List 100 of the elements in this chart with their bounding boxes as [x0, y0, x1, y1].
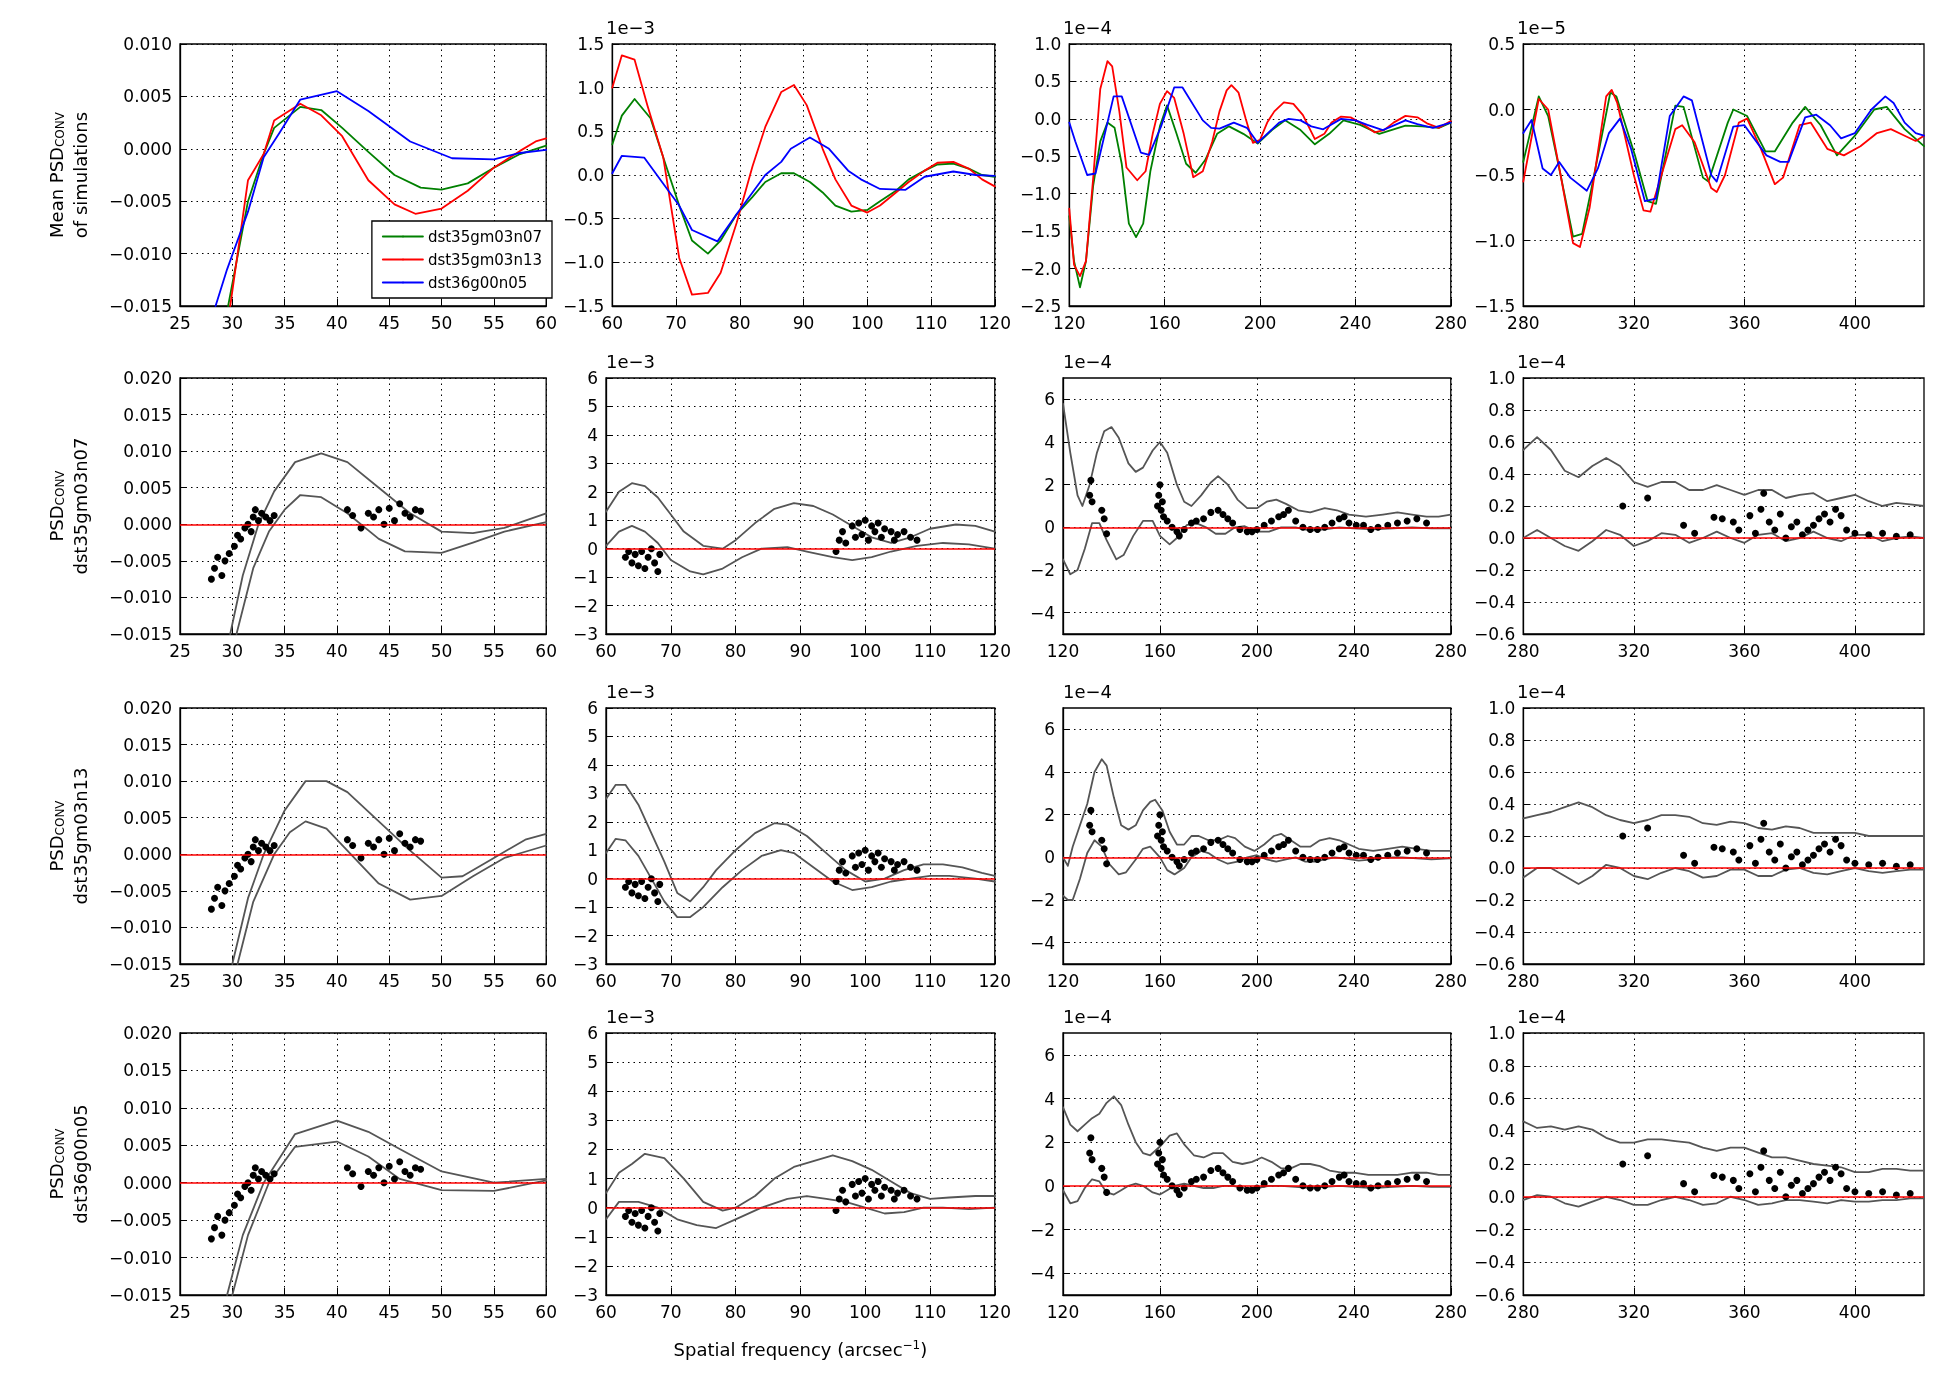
- x-tick-label: 70: [659, 970, 682, 991]
- y-tick-label: 0.6: [1488, 432, 1516, 452]
- x-tick-label: 240: [1339, 312, 1372, 333]
- x-tick-label: 60: [535, 1301, 557, 1322]
- y-tick-label: 3: [587, 1110, 598, 1131]
- y-tick-label: 0.010: [123, 441, 172, 462]
- x-tick-label: 120: [978, 640, 1011, 661]
- x-tick-label: 110: [913, 640, 947, 661]
- x-tick-label: 100: [848, 640, 882, 661]
- x-tick-label: 320: [1617, 1301, 1651, 1322]
- y-tick-label: 1: [587, 1168, 598, 1189]
- x-tick-label: 60: [595, 1301, 617, 1322]
- y-tick-label: −0.005: [109, 191, 172, 212]
- y-tick-label: 6: [587, 368, 598, 388]
- y-tick-label: 0: [587, 1197, 598, 1218]
- y-tick-label: 1.0: [1488, 1023, 1516, 1043]
- x-tick-label: 55: [483, 1301, 505, 1322]
- y-tick-label: 0.015: [123, 404, 172, 425]
- y-tick-label: −3: [572, 1285, 598, 1305]
- x-tick-label: 100: [848, 970, 882, 991]
- x-tick-label: 200: [1240, 970, 1274, 991]
- y-tick-label: 4: [587, 754, 598, 775]
- y-tick-label: 6: [587, 1023, 598, 1043]
- text: 1e−4: [1063, 350, 1113, 372]
- text: 1e−5: [1517, 16, 1567, 38]
- x-tick-label: 110: [914, 312, 948, 333]
- x-tick-label: 80: [724, 1301, 747, 1322]
- x-tick-label: 35: [273, 970, 296, 991]
- x-tick-label: 240: [1337, 970, 1371, 991]
- y-tick-label: 0.015: [123, 734, 172, 755]
- y-tick-label: 5: [587, 396, 598, 417]
- x-tick-label: 400: [1838, 640, 1872, 661]
- y-tick-label: 0.005: [123, 477, 172, 498]
- y-tick-label: −4: [1029, 1263, 1055, 1284]
- y-tick-label: 0.000: [123, 844, 172, 865]
- text: 1e−4: [1517, 1005, 1567, 1027]
- x-tick-label: 55: [483, 312, 505, 333]
- y-tick-label: 0.6: [1488, 762, 1516, 782]
- x-tick-label: 90: [789, 640, 812, 661]
- y-tick-label: −0.5: [1474, 165, 1516, 185]
- y-tick-label: 3: [587, 783, 598, 804]
- x-tick-label: 50: [430, 312, 453, 333]
- y-tick-label: −0.010: [109, 917, 172, 938]
- y-tick-label: 4: [587, 1081, 598, 1102]
- x-tick-label: 280: [1434, 970, 1467, 991]
- y-tick-label: −1: [572, 897, 598, 918]
- y-tick-label: 0.000: [123, 514, 172, 535]
- x-tick-label: 60: [535, 312, 557, 333]
- x-tick-label: 40: [326, 1301, 348, 1322]
- x-tick-label: 35: [273, 640, 296, 661]
- x-tick-label: 400: [1838, 970, 1872, 991]
- x-tick-label: 90: [789, 1301, 812, 1322]
- text: 1e−3: [606, 16, 656, 38]
- x-tick-label: 120: [1046, 1301, 1080, 1322]
- x-tick-label: 45: [378, 1301, 401, 1322]
- y-tick-label: −1.5: [1020, 221, 1062, 242]
- x-tick-label: 30: [221, 970, 244, 991]
- y-tick-label: −0.005: [109, 880, 172, 901]
- text: 1e−3: [606, 350, 656, 372]
- y-tick-label: 0.2: [1488, 826, 1516, 846]
- y-tick-label: 0.020: [123, 1023, 172, 1043]
- y-tick-label: 0.020: [123, 698, 172, 718]
- x-tick-label: 120: [978, 1301, 1011, 1322]
- y-tick-label: 0.005: [123, 807, 172, 828]
- x-tick-label: 40: [326, 970, 348, 991]
- x-tick-label: 120: [978, 970, 1011, 991]
- y-tick-label: −0.5: [563, 208, 605, 229]
- y-tick-label: 6: [1044, 719, 1055, 740]
- y-tick-label: −0.2: [1474, 560, 1516, 580]
- x-tick-label: 320: [1617, 312, 1651, 333]
- x-tick-label: 110: [913, 970, 947, 991]
- y-tick-label: 2: [587, 1139, 598, 1160]
- x-tick-label: 70: [659, 1301, 682, 1322]
- text: 1e−4: [1063, 16, 1113, 38]
- x-tick-label: 50: [430, 1301, 453, 1322]
- y-tick-label: 2: [1044, 1132, 1055, 1153]
- y-tick-label: −1.0: [1474, 230, 1516, 251]
- y-tick-label: 4: [1044, 1088, 1055, 1109]
- y-tick-label: 0.6: [1488, 1088, 1516, 1109]
- x-tick-label: 110: [913, 1301, 947, 1322]
- y-tick-label: −4: [1029, 932, 1055, 953]
- y-tick-label: 4: [1044, 762, 1055, 782]
- y-tick-label: −0.015: [109, 624, 172, 644]
- y-tick-label: 1.0: [1034, 34, 1062, 54]
- y-tick-label: 0.010: [123, 1097, 172, 1118]
- y-tick-label: 0: [1044, 847, 1055, 868]
- y-tick-label: −0.2: [1474, 890, 1516, 910]
- y-tick-label: 0.4: [1488, 1121, 1516, 1142]
- y-tick-label: 2: [1044, 804, 1055, 825]
- x-tick-label: 160: [1143, 970, 1177, 991]
- legend-label: dst35gm03n07: [427, 227, 543, 246]
- y-tick-label: 0.5: [1034, 71, 1062, 92]
- y-tick-label: −1: [572, 567, 598, 588]
- x-tick-label: 55: [483, 640, 505, 661]
- y-tick-label: 0.5: [577, 121, 605, 142]
- y-tick-label: 0: [1044, 517, 1055, 538]
- y-tick-label: 0.015: [123, 1060, 172, 1081]
- x-tick-label: 45: [378, 640, 401, 661]
- y-tick-label: 0.000: [123, 1172, 172, 1193]
- x-tick-label: 25: [169, 970, 191, 991]
